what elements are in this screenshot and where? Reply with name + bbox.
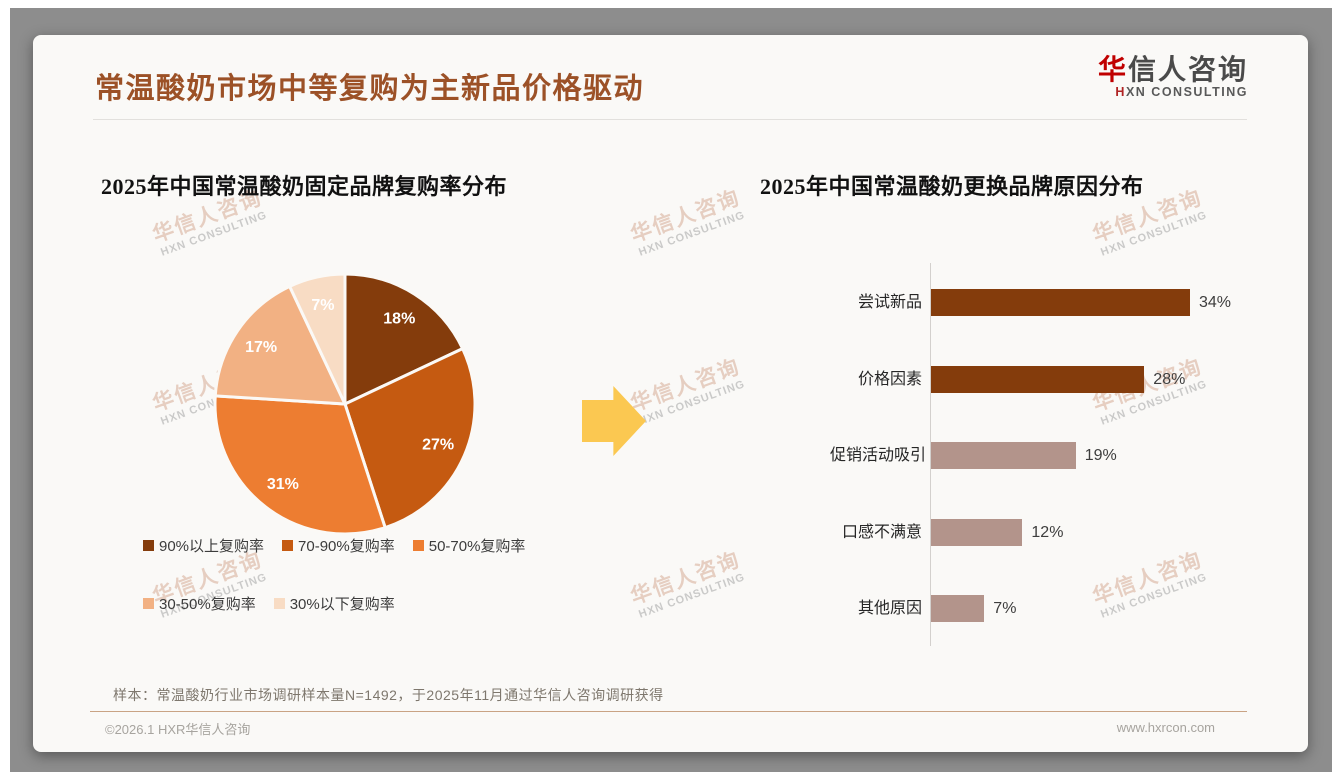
legend-swatch-icon: [273, 598, 285, 609]
bar-category-label: 口感不满意: [841, 523, 922, 541]
bar-chart-title: 2025年中国常温酸奶更换品牌原因分布: [760, 174, 1144, 199]
page-background: 华信人咨询 HXN CONSULTING 华信人咨询 HXN CONSULTING 华信…: [10, 8, 1332, 772]
pie-slice-label: 18%: [383, 310, 415, 327]
pie-slice: [343, 272, 465, 406]
legend-label: 30%以下复购率: [289, 596, 395, 613]
bar: [931, 518, 1023, 546]
bar-chart: 尝试新品 34% 价格因素 28% 促销活动吸引 19% 口感不满意 12% 其他原因 7%: [830, 260, 1270, 660]
logo-english: HXN CONSULTING: [1115, 84, 1248, 99]
pie-slice-label: 7%: [311, 297, 334, 314]
bar-value-label: 34%: [1199, 294, 1232, 311]
pie-slice-label: 27%: [422, 436, 454, 453]
header-divider: [93, 119, 1247, 120]
legend-item: 30%以下复购率: [273, 593, 395, 614]
logo-chinese: 华信人咨询: [1097, 54, 1248, 85]
bar-value-label: 7%: [993, 600, 1017, 617]
sample-note: 样本：常温酸奶行业市场调研样本量N=1492，于2025年11月通过华信人咨询调…: [113, 687, 664, 703]
legend-swatch-icon: [282, 540, 294, 551]
pie-slice-label: 17%: [245, 339, 277, 356]
pie-chart-title: 2025年中国常温酸奶固定品牌复购率分布: [101, 174, 508, 199]
legend-swatch-icon: [143, 540, 154, 551]
right-arrow-icon: [582, 386, 646, 456]
bar-chart-axis: [930, 263, 931, 646]
bar: [931, 289, 1190, 316]
legend-item: 70-90%复购率: [282, 535, 395, 556]
company-logo: 华信人咨询 HXN CONSULTING: [1097, 54, 1248, 100]
legend-swatch-icon: [143, 598, 154, 609]
page-title: 常温酸奶市场中等复购为主新品价格驱动: [95, 73, 645, 105]
pie-slice: [288, 272, 347, 406]
bar-category-label: 尝试新品: [857, 294, 922, 311]
pie-slice-label: 31%: [267, 476, 299, 493]
legend-label: 90%以上复购率: [159, 538, 265, 555]
bar-value-label: 28%: [1153, 370, 1186, 388]
copyright-text: ©2026.1 HXR华信人咨询: [105, 722, 251, 737]
legend-item: 30-50%复购率: [143, 593, 256, 614]
bar: [931, 365, 1145, 393]
pie-legend: 90%以上复购率 70-90%复购率 50-70%复购率 30-50%复购率 30%以下…: [143, 535, 613, 651]
website-url: www.hxrcon.com: [1116, 720, 1215, 735]
legend-swatch-icon: [412, 540, 424, 551]
pie-slice: [213, 394, 387, 536]
pie-slice: [343, 347, 477, 530]
pie-chart: 18% 27% 31% 17% 7%: [213, 272, 477, 536]
bar-category-label: 其他原因: [857, 600, 922, 617]
bar-value-label: 19%: [1084, 447, 1117, 464]
legend-label: 70-90%复购率: [298, 538, 395, 555]
bar: [931, 442, 1076, 469]
slide: 华信人咨询 HXN CONSULTING 华信人咨询 HXN CONSULTING 华信…: [33, 35, 1308, 752]
legend-item: 50-70%复购率: [412, 535, 526, 556]
bar: [931, 595, 985, 622]
bar-value-label: 12%: [1031, 523, 1064, 541]
bar-category-label: 促销活动吸引: [830, 447, 927, 464]
legend-item: 90%以上复购率: [143, 535, 264, 556]
pie-slice: [213, 284, 347, 406]
footer-divider: [90, 711, 1247, 712]
legend-label: 30-50%复购率: [159, 596, 256, 613]
legend-label: 50-70%复购率: [428, 538, 526, 555]
bar-category-label: 价格因素: [857, 370, 922, 388]
